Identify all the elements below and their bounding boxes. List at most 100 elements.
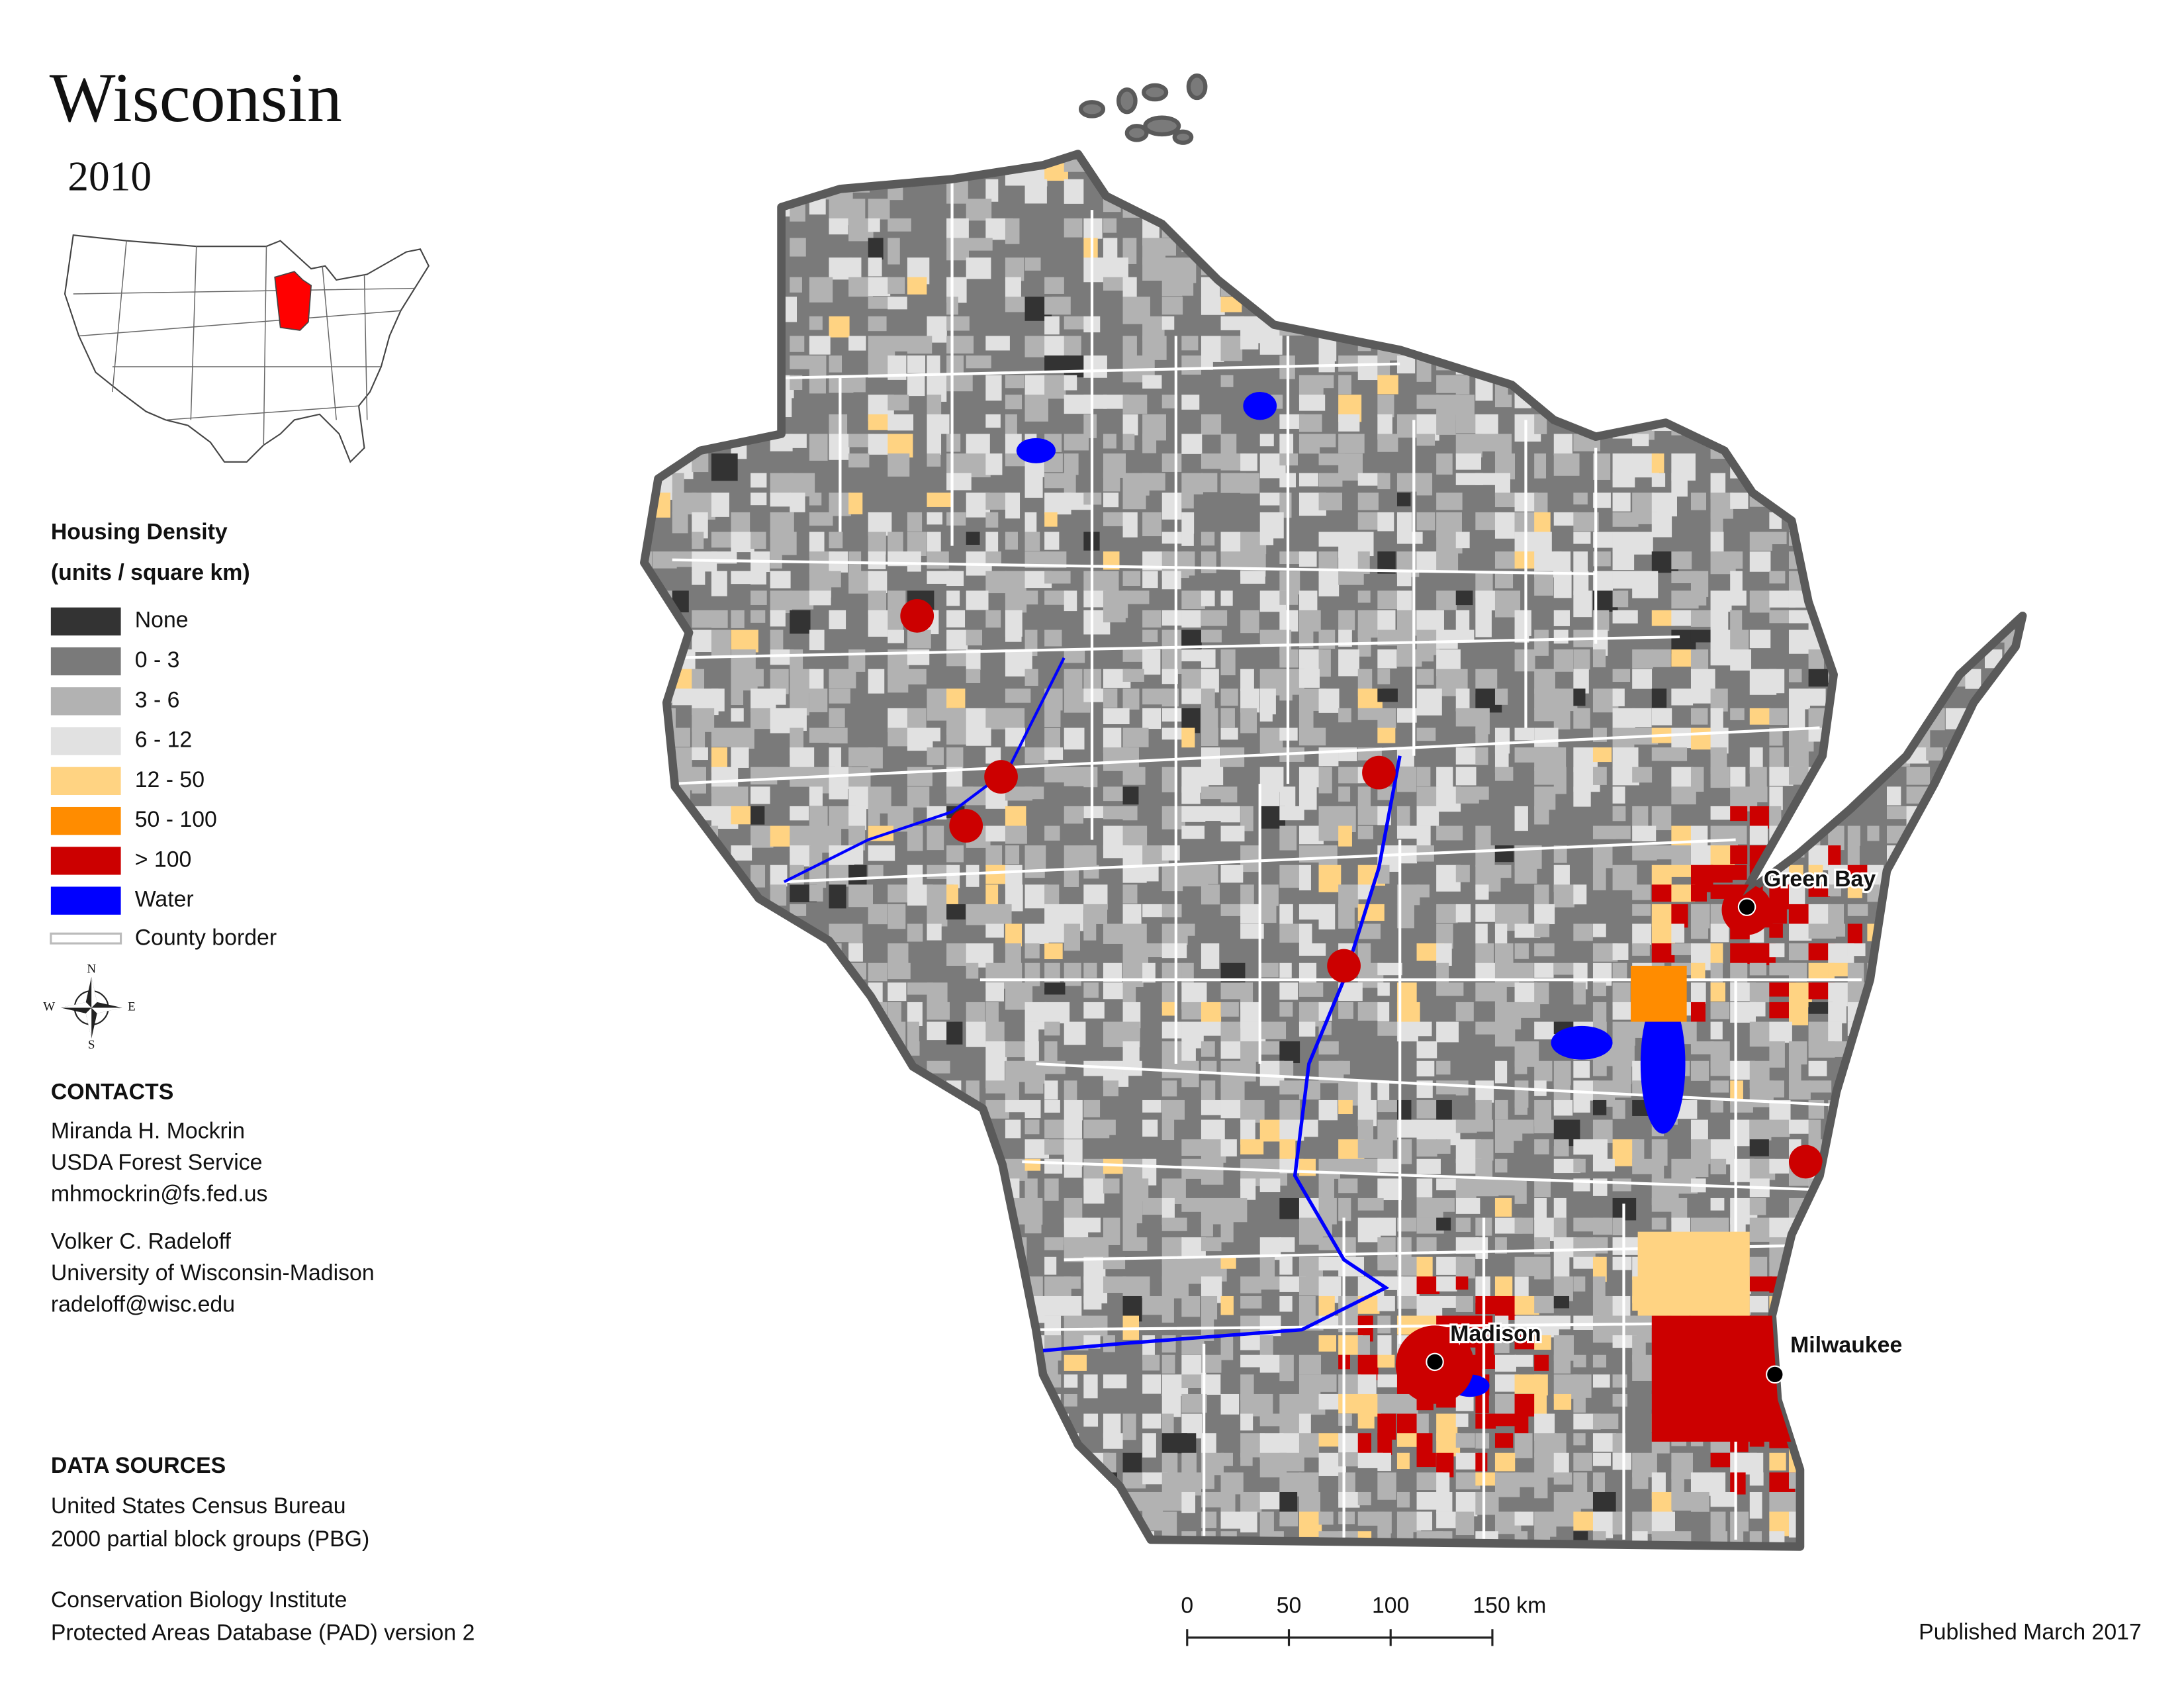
density-cell — [1201, 943, 1220, 969]
density-cell — [1240, 1335, 1262, 1350]
density-cell — [1592, 1276, 1606, 1301]
density-cell — [790, 434, 807, 448]
density-cell — [1279, 982, 1298, 1000]
density-cell — [848, 199, 866, 220]
density-cell — [1201, 669, 1219, 693]
density-cell — [1318, 1374, 1337, 1392]
scale-label: 100 — [1372, 1593, 1409, 1618]
density-cell — [1632, 1472, 1649, 1489]
density-cell — [946, 747, 964, 770]
density-cell — [1455, 1256, 1475, 1279]
density-cell — [751, 473, 767, 488]
density-cell — [1318, 649, 1331, 677]
density-cell — [927, 982, 948, 1005]
density-cell — [1005, 414, 1017, 439]
density-cell — [1298, 1374, 1321, 1395]
density-cell — [829, 669, 856, 688]
density-cell — [1064, 590, 1077, 612]
density-cell — [1455, 669, 1468, 693]
density-cell — [1338, 375, 1351, 395]
density-cell — [1573, 982, 1586, 1005]
density-cell — [1514, 727, 1535, 741]
density-cell — [985, 532, 999, 555]
density-cell — [829, 571, 841, 588]
density-cell — [751, 571, 766, 585]
density-cell — [809, 786, 823, 806]
density-cell — [1083, 1413, 1099, 1427]
density-cell — [1240, 1100, 1265, 1123]
density-cell — [1494, 767, 1514, 781]
density-cell — [985, 1002, 999, 1027]
density-cell — [1632, 571, 1659, 598]
contact-line: Volker C. Radeloff — [51, 1229, 232, 1254]
density-cell — [946, 218, 969, 240]
density-cell — [809, 884, 823, 902]
density-cell — [1534, 1354, 1549, 1371]
density-cell — [672, 727, 690, 747]
density-cell — [1357, 1002, 1381, 1021]
density-cell — [1377, 1002, 1390, 1022]
density-cell — [1044, 1256, 1057, 1275]
density-cell — [1201, 1080, 1216, 1101]
density-cell — [1044, 316, 1060, 335]
density-cell — [1103, 1276, 1126, 1293]
density-cell — [829, 825, 842, 851]
density-cell — [1494, 1178, 1518, 1196]
density-cell — [1396, 825, 1421, 839]
density-cell — [1377, 1433, 1392, 1455]
density-cell — [1005, 277, 1021, 299]
density-cell — [1298, 727, 1326, 746]
density-cell — [1181, 277, 1194, 296]
density-cell — [1396, 708, 1417, 723]
density-cell — [1710, 532, 1724, 553]
density-cell — [1279, 1413, 1300, 1436]
density-cell — [1671, 786, 1696, 805]
density-cell — [1514, 1511, 1534, 1526]
density-cell — [1083, 571, 1107, 591]
density-cell — [829, 767, 852, 789]
density-cell — [1044, 982, 1066, 995]
density-cell — [1103, 512, 1126, 526]
density-cell — [1259, 786, 1280, 807]
density-cell — [1553, 610, 1570, 626]
density-cell — [1828, 904, 1844, 925]
density-cell — [1769, 1080, 1784, 1098]
density-cell — [809, 434, 828, 461]
density-cell — [1436, 1511, 1456, 1528]
density-cell — [829, 355, 842, 373]
density-cell — [1201, 1237, 1222, 1252]
density-cell — [868, 316, 887, 332]
density-cell — [985, 1021, 1005, 1045]
density-cell — [1730, 865, 1747, 880]
density-cell — [1553, 1452, 1569, 1474]
density-cell — [1475, 727, 1488, 745]
density-cell — [1064, 923, 1081, 951]
density-cell — [1122, 649, 1147, 662]
density-cell — [1573, 923, 1593, 941]
density-cell — [1671, 688, 1694, 706]
density-cell — [1710, 1100, 1723, 1113]
density-cell — [1044, 825, 1060, 841]
density-cell — [1259, 727, 1283, 753]
density-cell — [1553, 1217, 1567, 1243]
density-cell — [1318, 1158, 1340, 1179]
density-cell — [1573, 551, 1588, 576]
density-cell — [1690, 1041, 1714, 1055]
density-cell — [711, 610, 728, 628]
density-cell — [1534, 962, 1554, 978]
density-cell — [770, 630, 784, 649]
density-cell — [1514, 1276, 1529, 1297]
density-cell — [1181, 1295, 1201, 1317]
density-cell — [985, 414, 1001, 428]
density-cell — [1965, 669, 1981, 689]
density-cell — [1377, 649, 1397, 669]
density-cell — [1161, 1002, 1177, 1016]
density-cell — [1142, 1413, 1161, 1429]
density-cell — [1279, 551, 1305, 565]
density-cell — [1828, 923, 1846, 937]
density-cell — [1455, 453, 1482, 470]
density-cell — [1161, 297, 1183, 315]
density-cell — [1710, 649, 1734, 666]
density-cell — [927, 414, 950, 434]
density-cell — [1730, 845, 1748, 865]
